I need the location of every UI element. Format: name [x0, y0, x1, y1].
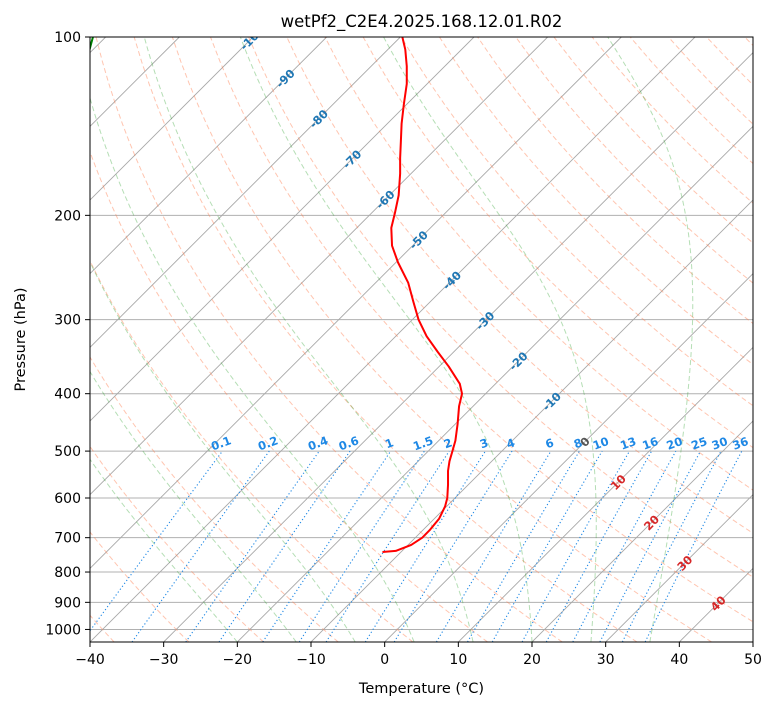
isotherm-line: [237, 125, 753, 642]
mixing-ratio-label: 36: [731, 434, 751, 453]
isotherm-line: [90, 37, 254, 201]
x-tick-label: 0: [380, 652, 389, 668]
y-tick-label: 200: [54, 208, 81, 224]
y-tick-label: 100: [54, 30, 81, 46]
dry-adiabat-line: [248, 37, 753, 578]
mixing-ratio-line: [599, 450, 702, 642]
x-tick-label: 30: [597, 652, 615, 668]
mixing-ratio-line: [131, 450, 270, 642]
x-tick-label: 50: [744, 652, 762, 668]
mixing-ratio-line: [644, 450, 743, 642]
dry-adiabat-line: [90, 445, 264, 642]
y-tick-label: 600: [54, 491, 81, 507]
mixing-ratio-label: 16: [640, 434, 660, 453]
y-tick-label: 1000: [45, 622, 81, 638]
dry-adiabat-line: [171, 37, 712, 642]
mixing-ratio-label: 20: [665, 434, 685, 453]
mixing-ratio-label: 13: [618, 434, 638, 453]
isotherm-line: [531, 420, 753, 642]
isotherm-line: [90, 37, 696, 642]
dry-adiabat-line: [324, 37, 753, 491]
isotherm-line: [90, 37, 401, 348]
dry-adiabat-line: [90, 356, 339, 642]
mixing-ratio-label: 0.6: [337, 433, 361, 453]
isotherm-line: [384, 273, 753, 642]
moist-adiabat-line: [90, 260, 356, 642]
mixing-ratio-line: [467, 450, 580, 642]
mixing-ratio-label: 25: [689, 434, 709, 453]
moist-adiabat-line: [143, 37, 474, 642]
x-tick-label: −10: [296, 652, 326, 668]
isotherm-line: [90, 37, 475, 422]
x-tick-label: −40: [75, 652, 105, 668]
x-axis-title: Temperature (°C): [358, 681, 484, 697]
mixing-ratio-label: 1.5: [411, 433, 435, 453]
isotherm-line: [310, 199, 753, 642]
mixing-ratio-line: [621, 450, 722, 642]
mixing-ratio-label: 10: [591, 434, 611, 453]
isotherm-line: [605, 494, 753, 642]
moist-adiabat-line: [239, 37, 533, 642]
dry-adiabat-line: [439, 37, 753, 366]
mixing-ratio-line: [393, 450, 513, 642]
x-tick-label: 40: [670, 652, 688, 668]
mixing-ratio-label: 0.2: [256, 433, 280, 453]
dry-adiabat-line: [95, 37, 563, 642]
dry-adiabat-line: [210, 37, 753, 623]
isotherm-line: [90, 37, 622, 569]
temperature-profile: [382, 37, 464, 553]
isotherm-line: [90, 37, 327, 275]
moist-adiabat-line: [607, 37, 694, 642]
y-tick-label: 400: [54, 387, 81, 403]
dry-adiabat-line: [133, 37, 638, 642]
dry-adiabat-line: [90, 259, 414, 642]
y-tick-label: 500: [54, 444, 81, 460]
chart-title: wetPf2_C2E4.2025.168.12.01.R02: [281, 12, 563, 32]
y-axis-title: Pressure (hPa): [13, 287, 29, 391]
isotherm-line: [90, 37, 548, 496]
dry-adiabat-line: [90, 531, 190, 642]
plot-area: [90, 37, 753, 642]
plot-frame: [89, 36, 754, 643]
x-tick-label: −30: [149, 652, 179, 668]
isotherm-line: [458, 346, 753, 642]
mixing-ratio-line: [218, 450, 351, 642]
mixing-ratio-line: [262, 450, 392, 642]
dry-adiabat-line: [90, 150, 488, 642]
y-tick-label: 900: [54, 595, 81, 611]
dry-adiabat-line: [515, 37, 753, 284]
y-tick-label: 300: [54, 313, 81, 329]
axes-layer: −40 −30 −20 −10 0 10 20 30 40 50 100 200 300 400 500 60…: [45, 30, 762, 668]
x-tick-label: 10: [449, 652, 467, 668]
dry-adiabat-line: [400, 37, 753, 407]
y-tick-label: 800: [54, 565, 81, 581]
mixing-ratio-line: [435, 450, 552, 642]
mixing-ratio-label: 0.4: [306, 433, 330, 453]
x-tick-label: −20: [223, 652, 253, 668]
mixing-ratio-label: 30: [710, 434, 730, 453]
mixing-ratio-line: [90, 450, 223, 632]
moist-adiabat-line: [90, 458, 238, 642]
mixing-ratio-label: 0.1: [209, 433, 233, 453]
x-tick-label: 20: [523, 652, 541, 668]
plot-layer: [90, 37, 753, 642]
isotherm-line: [163, 52, 753, 642]
mixing-ratio-line: [491, 450, 603, 642]
y-tick-label: 700: [54, 531, 81, 547]
moist-adiabat-line: [383, 37, 597, 642]
